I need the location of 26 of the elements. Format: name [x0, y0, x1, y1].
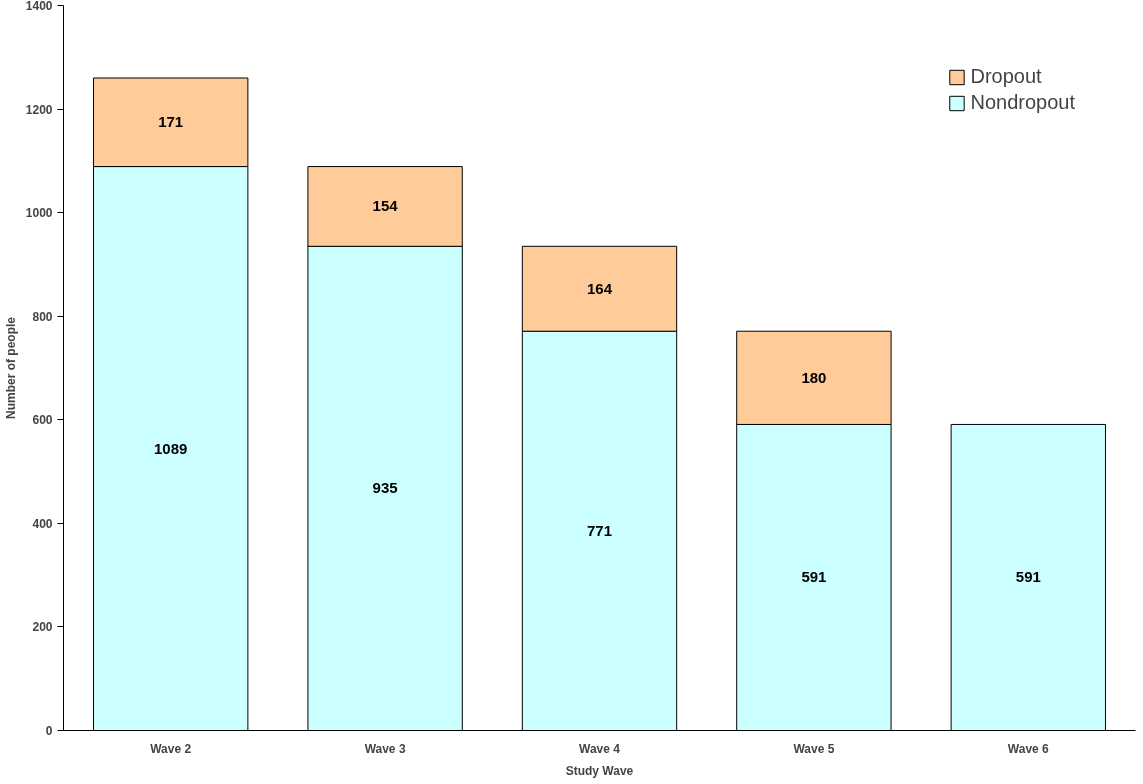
- data-label: 171: [158, 113, 184, 131]
- y-tick-label: 200: [32, 620, 53, 635]
- legend-label: Dropout: [970, 65, 1042, 88]
- x-tick-label: Wave 5: [793, 741, 835, 756]
- y-tick-label: 600: [32, 413, 53, 428]
- y-tick-label: 1400: [25, 0, 53, 13]
- data-label: 1089: [154, 439, 188, 457]
- data-label: 935: [372, 479, 398, 497]
- y-tick-label: 0: [45, 724, 53, 738]
- data-label: 164: [586, 279, 613, 297]
- data-label: 154: [372, 197, 399, 215]
- y-tick-label: 400: [32, 516, 53, 531]
- data-label: 591: [801, 568, 827, 586]
- x-tick-label: Wave 6: [1007, 741, 1050, 756]
- data-label: 180: [801, 368, 827, 386]
- data-label: 591: [1015, 568, 1041, 586]
- y-tick-label: 800: [32, 309, 53, 324]
- x-tick-label: Wave 4: [579, 741, 621, 756]
- x-tick-label: Wave 3: [364, 741, 406, 756]
- x-tick-label: Wave 2: [150, 741, 192, 756]
- y-tick-label: 1000: [25, 206, 53, 221]
- legend-label: Nondropout: [970, 91, 1075, 114]
- y-axis-title: Number of people: [3, 316, 18, 419]
- data-label: 771: [586, 521, 613, 539]
- y-tick-label: 1200: [25, 102, 53, 117]
- x-axis-title: Study Wave: [565, 763, 634, 778]
